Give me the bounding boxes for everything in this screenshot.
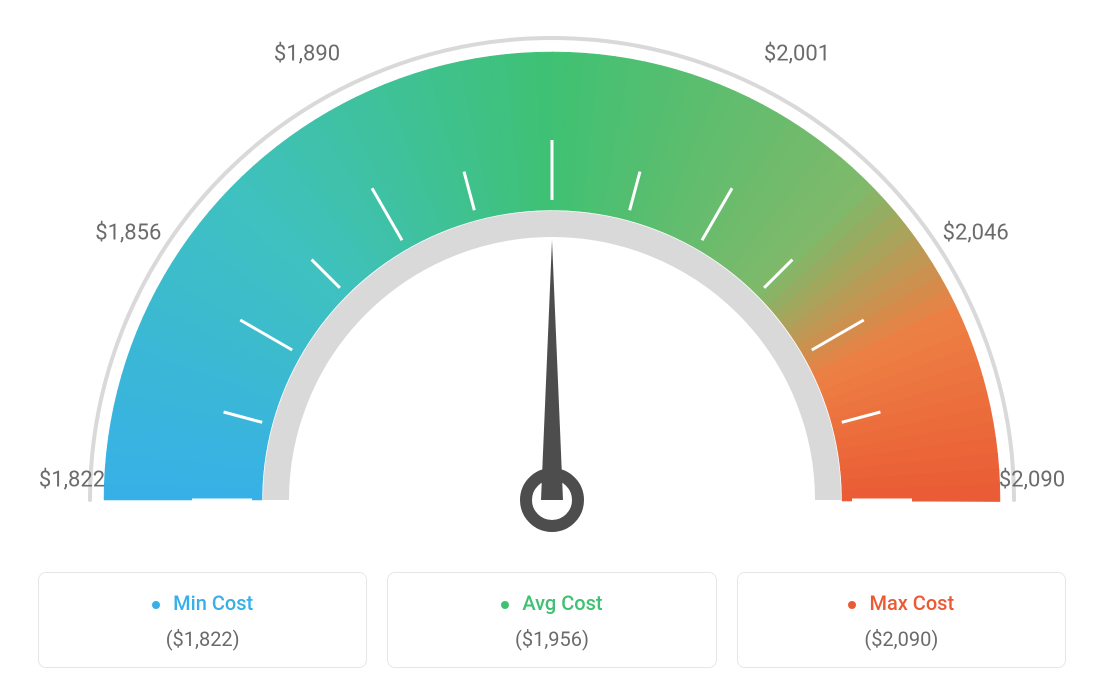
max-cost-value: ($2,090) [748, 627, 1055, 651]
gauge-tick-label: $1,890 [274, 42, 340, 67]
min-cost-label: Min Cost [173, 591, 253, 615]
gauge-tick-label: $1,856 [95, 221, 161, 246]
cost-summary-cards: Min Cost ($1,822) Avg Cost ($1,956) Max … [0, 572, 1104, 668]
avg-cost-label: Avg Cost [522, 591, 602, 615]
max-cost-label: Max Cost [869, 591, 954, 615]
avg-cost-card: Avg Cost ($1,956) [387, 572, 716, 668]
gauge-tick-label: $2,046 [943, 221, 1009, 246]
max-cost-card: Max Cost ($2,090) [737, 572, 1066, 668]
min-cost-card: Min Cost ($1,822) [38, 572, 367, 668]
gauge-tick-label: $1,822 [39, 468, 105, 493]
avg-cost-value: ($1,956) [398, 627, 705, 651]
min-cost-title: Min Cost [49, 591, 356, 615]
gauge-chart [0, 0, 1104, 560]
gauge-tick-label: $2,090 [999, 468, 1065, 493]
avg-cost-title: Avg Cost [398, 591, 705, 615]
cost-gauge-card: $1,822 $1,856 $1,890 $1,956 $2,001 $2,046 $2,0… [0, 0, 1104, 690]
max-dot-icon [848, 601, 856, 609]
max-cost-title: Max Cost [748, 591, 1055, 615]
gauge-tick-label: $1,956 [519, 0, 585, 3]
min-cost-value: ($1,822) [49, 627, 356, 651]
min-dot-icon [152, 601, 160, 609]
avg-dot-icon [501, 601, 509, 609]
gauge-tick-label: $2,001 [764, 42, 830, 67]
